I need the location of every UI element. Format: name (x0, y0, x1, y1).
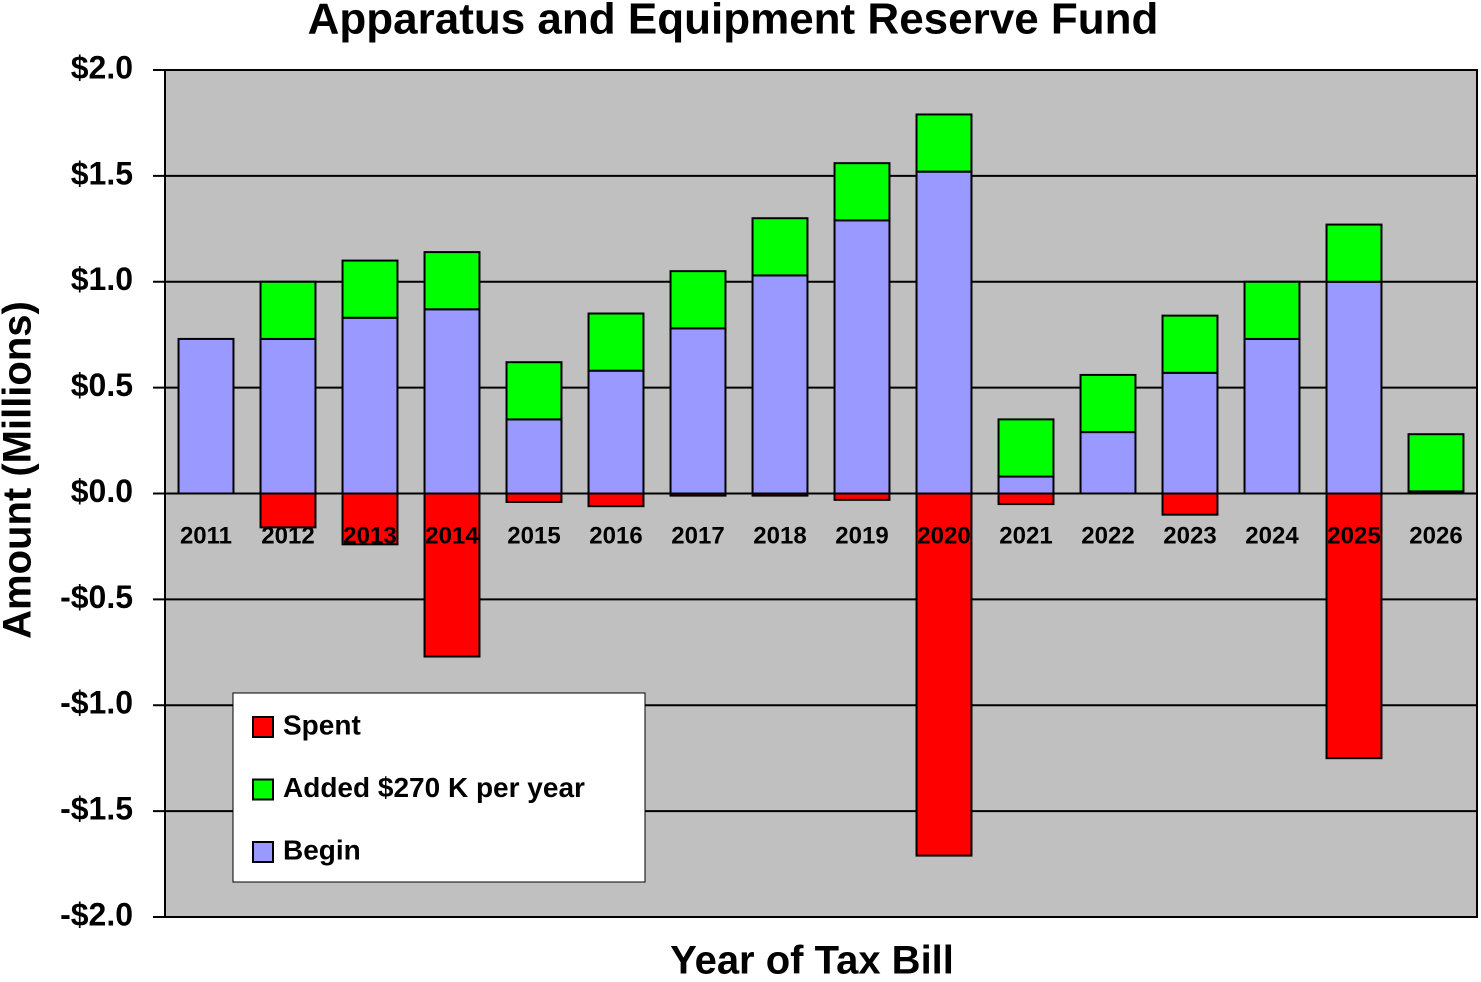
y-tick-label: $2.0 (71, 49, 133, 85)
bar (587, 312, 645, 372)
bar (505, 418, 563, 495)
bar (915, 492, 973, 857)
bar (587, 492, 645, 508)
bar (915, 113, 973, 173)
bar (587, 369, 645, 495)
bar (833, 492, 891, 501)
bar (751, 217, 809, 277)
bar (997, 418, 1055, 478)
x-tick-label: 2021 (999, 522, 1052, 549)
x-tick-label: 2022 (1081, 522, 1134, 549)
bar (259, 492, 317, 529)
legend-swatch (252, 841, 274, 863)
bar (1243, 280, 1301, 340)
bar (341, 492, 399, 546)
legend-label: Spent (283, 709, 361, 740)
x-tick-label: 2014 (425, 522, 479, 549)
bar (751, 492, 809, 497)
x-tick-label: 2016 (589, 522, 642, 549)
y-tick-label: -$1.5 (60, 791, 133, 827)
bar (505, 361, 563, 421)
bar (423, 492, 481, 658)
chart-title: Apparatus and Equipment Reserve Fund (308, 0, 1159, 44)
y-tick-label: $1.5 (71, 155, 133, 191)
bar (669, 327, 727, 495)
y-tick-label: -$2.0 (60, 896, 133, 932)
bar (1161, 492, 1219, 516)
bar (341, 316, 399, 495)
bar (1079, 373, 1137, 434)
legend-swatch (252, 716, 274, 738)
legend-label: Begin (283, 834, 361, 865)
bar (1325, 223, 1383, 283)
bar (423, 251, 481, 311)
bar (669, 270, 727, 330)
bar (833, 219, 891, 495)
bar (1161, 314, 1219, 374)
x-tick-label: 2012 (261, 522, 314, 549)
legend-label: Added $270 K per year (283, 772, 585, 803)
x-tick-label: 2025 (1327, 522, 1380, 549)
bar (833, 162, 891, 222)
x-axis-label: Year of Tax Bill (670, 939, 954, 982)
bar (1325, 280, 1383, 495)
x-tick-label: 2017 (671, 522, 724, 549)
bar (1079, 431, 1137, 495)
bar (997, 492, 1055, 506)
x-tick-label: 2011 (180, 522, 232, 549)
legend-box (232, 692, 646, 883)
y-axis-label: Amount (Millions) (0, 301, 40, 639)
x-tick-label: 2015 (507, 522, 560, 549)
bar (259, 337, 317, 495)
y-tick-label: -$0.5 (60, 579, 133, 615)
x-tick-label: 2020 (917, 522, 970, 549)
bar (505, 492, 563, 503)
bar (341, 259, 399, 319)
bar (915, 170, 973, 495)
bar (997, 475, 1055, 495)
x-tick-label: 2024 (1245, 522, 1299, 549)
bar (1161, 371, 1219, 495)
bar (669, 492, 727, 497)
bar (1243, 337, 1301, 495)
y-tick-label: $0.5 (71, 367, 133, 403)
x-tick-label: 2023 (1163, 522, 1216, 549)
bar (1325, 492, 1383, 760)
x-tick-label: 2026 (1409, 522, 1462, 549)
bar (259, 280, 317, 340)
legend-swatch (252, 778, 274, 801)
bar (423, 308, 481, 495)
x-tick-label: 2018 (753, 522, 806, 549)
y-tick-label: $0.0 (71, 473, 133, 509)
bar (1407, 433, 1465, 493)
bar (751, 274, 809, 495)
x-tick-label: 2019 (835, 522, 888, 549)
y-tick-label: -$1.0 (60, 685, 133, 721)
bar (177, 337, 235, 495)
y-tick-label: $1.0 (71, 261, 133, 297)
x-tick-label: 2013 (343, 522, 396, 549)
